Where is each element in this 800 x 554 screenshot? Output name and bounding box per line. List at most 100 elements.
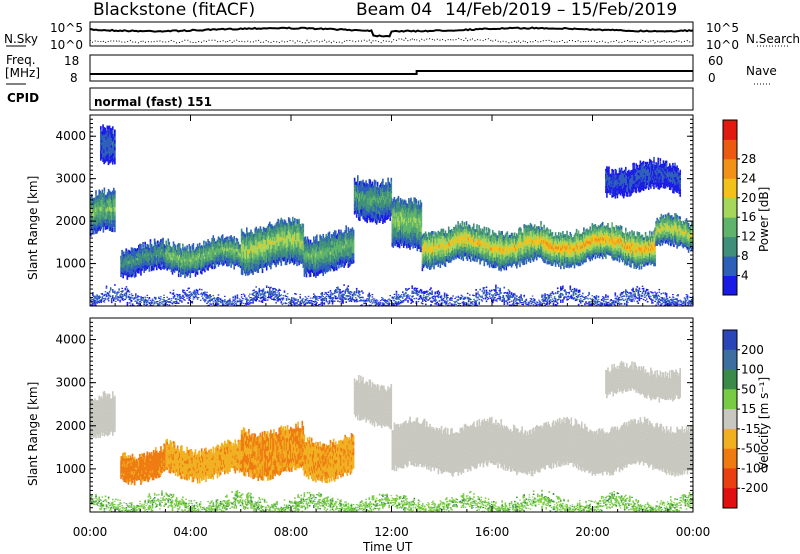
power-cell [364, 183, 366, 188]
power-cell [224, 243, 226, 246]
power-cell [294, 227, 296, 232]
power-cell [226, 254, 228, 258]
power-cell [246, 245, 248, 251]
power-cell [414, 212, 416, 218]
power-cell [390, 204, 393, 209]
power-cell [473, 227, 475, 231]
power-cell [231, 260, 233, 264]
power-cell [458, 225, 460, 229]
power-cell [177, 266, 180, 271]
power-cell [96, 229, 98, 234]
power-cell [320, 261, 322, 266]
power-cell [175, 250, 178, 253]
power-cell [98, 221, 100, 226]
power-cell [374, 193, 377, 198]
power-cell [103, 214, 106, 219]
power-cell [252, 254, 254, 259]
power-cell [282, 226, 285, 230]
power-cell [150, 254, 153, 258]
power-cell [468, 235, 471, 239]
power-cell [417, 200, 420, 206]
power-cell [329, 261, 332, 265]
power-cell [301, 259, 304, 264]
power-cell [287, 251, 290, 256]
power-cell [324, 236, 327, 241]
power-cell [217, 257, 220, 261]
power-cell [314, 239, 316, 244]
power-cell [260, 256, 263, 261]
power-cell [443, 256, 446, 260]
power-cell [436, 252, 438, 256]
power-cell [198, 242, 201, 246]
power-cell [307, 266, 310, 270]
power-cell [455, 238, 457, 242]
power-cell [253, 248, 255, 253]
power-cell [302, 254, 305, 259]
power-cell [413, 240, 415, 246]
power-cell [441, 254, 444, 258]
power-cell [228, 245, 230, 248]
power-cell [180, 257, 182, 260]
power-cell [344, 251, 346, 255]
power-cell [337, 242, 339, 246]
power-cell [372, 196, 375, 200]
power-cell [381, 203, 383, 208]
power-cell [490, 241, 493, 245]
power-cell [167, 253, 170, 257]
power-cell [232, 249, 234, 252]
power-cell [392, 238, 395, 243]
power-cell [110, 208, 113, 212]
power-cell [337, 258, 339, 262]
power-cell [308, 273, 311, 278]
power-cell [468, 242, 471, 246]
power-cell [125, 253, 128, 257]
power-cell [396, 197, 399, 203]
power-cell [392, 213, 395, 219]
power-cell [154, 256, 157, 259]
power-cell [491, 229, 494, 234]
power-cell [128, 258, 131, 261]
power-cell [230, 244, 232, 249]
power-cell [395, 239, 398, 245]
power-cell [488, 248, 491, 253]
power-cell [489, 236, 492, 239]
power-cell [352, 233, 355, 237]
power-cell [487, 231, 490, 235]
power-cell [351, 256, 354, 261]
power-cell [170, 269, 173, 273]
power-cell [487, 249, 490, 254]
power-cell [228, 253, 230, 256]
power-cell [358, 187, 360, 191]
power-cell [320, 254, 322, 258]
power-cell [122, 256, 124, 260]
power-cell [427, 239, 430, 243]
power-cell [457, 221, 459, 225]
power-cell [493, 239, 495, 244]
power-cell [327, 255, 330, 260]
power-cell [129, 266, 132, 269]
power-cell [252, 250, 254, 255]
power-cell [450, 233, 452, 237]
power-cell [385, 186, 387, 190]
power-cell [513, 232, 516, 236]
power-cell [246, 269, 248, 274]
power-cell [349, 228, 352, 233]
power-cell [432, 248, 434, 252]
power-cell [180, 254, 182, 257]
power-cell [281, 235, 284, 240]
power-cell [464, 235, 467, 238]
power-cell [127, 252, 130, 256]
power-cell [197, 265, 200, 268]
power-cell [474, 229, 476, 233]
power-cell [443, 239, 446, 243]
power-cell [358, 201, 360, 206]
power-cell [315, 261, 317, 266]
power-cell [98, 205, 100, 210]
power-cell [125, 264, 128, 268]
power-cell [343, 246, 345, 250]
power-cell [127, 266, 130, 269]
power-cell [358, 205, 360, 210]
power-cell [388, 206, 390, 210]
power-cell [458, 242, 460, 246]
power-cell [244, 238, 247, 243]
